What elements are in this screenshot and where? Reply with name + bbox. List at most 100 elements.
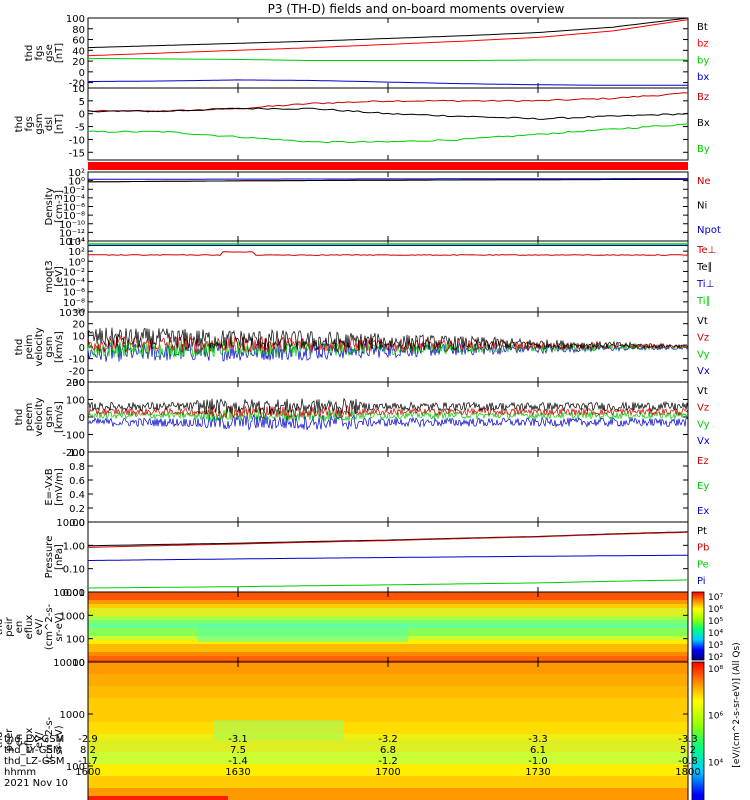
x-row-value: 7.5 — [230, 745, 246, 756]
y-tick-label: 10⁰ — [68, 257, 85, 268]
x-row-value: 1600 — [75, 767, 100, 778]
y-tick-label: 20 — [72, 320, 85, 331]
y-tick-label: 10⁻² — [63, 267, 85, 278]
legend-Vt: Vt — [697, 316, 708, 327]
x-row-value: -1.0 — [528, 756, 548, 767]
heatmap-band — [88, 648, 688, 653]
panel-frame — [87, 451, 689, 523]
series-Pb — [87, 531, 689, 548]
panel-efield: 0.0 0.2 0.4 0.6 0.8 1.0 E=-VxB [mV/m] Ez Ey Ex — [44, 448, 709, 529]
y-axis-label: sr-eV) — [54, 725, 65, 754]
series-Bx — [87, 107, 689, 120]
y-axis-label: eV/ — [34, 618, 45, 635]
legend-Vz: Vz — [697, 403, 709, 414]
heatmap-band — [88, 640, 688, 645]
heatmap-band — [88, 782, 688, 789]
colorbar-tick: 10⁶ — [708, 712, 723, 722]
panel-peer_en_eflux: 10000 1000 100 10 thdpeerenefluxeV/(cm^2-s-s… — [0, 658, 689, 800]
y-axis-label: dsl — [44, 117, 55, 131]
legend-Npot: Npot — [697, 225, 721, 236]
heatmap-band — [88, 716, 688, 723]
heatmap-feature — [198, 624, 408, 642]
y-tick-label: -20 — [69, 366, 85, 377]
series-Vx — [87, 413, 689, 431]
y-axis-label: [nT] — [54, 43, 65, 63]
heatmap-band — [88, 668, 688, 675]
legend-Ez: Ez — [697, 456, 709, 467]
series-Ni — [88, 178, 688, 183]
y-axis-label: gse — [44, 44, 55, 62]
panel-thd_fgs_gsm_dsl: -15 -10-5 0 5 10 thd fgs gsm dsl [nT] Bz Bx By — [14, 84, 710, 161]
x-row-value: -2.9 — [78, 734, 98, 745]
legend-Bx: Bx — [697, 118, 710, 129]
y-tick-label: 10⁻⁶ — [63, 288, 85, 299]
y-tick-label: 10⁻⁸ — [63, 298, 85, 309]
y-tick-label: 10 — [72, 658, 85, 669]
series-bx — [88, 79, 688, 86]
x-row-value: 6.8 — [380, 745, 396, 756]
y-axis-label: velocity — [34, 327, 45, 366]
y-tick-label: -5 — [75, 123, 85, 134]
colorbar-tick: 10⁴ — [708, 758, 723, 768]
y-axis-label: eflux — [24, 728, 35, 753]
y-tick-label: 40 — [72, 46, 85, 57]
y-tick-label: 10 — [72, 84, 85, 95]
colorbar-upper — [691, 591, 705, 661]
x-row-value: -3.3 — [678, 734, 698, 745]
x-axis-labels: thd_LX-GSM -2.9 -3.1 -3.2 -3.3 -3.3 thd_LY-GSM… — [4, 734, 701, 789]
colorbar-tick: 10² — [708, 653, 723, 663]
heatmap-band — [88, 746, 688, 753]
heatmap-band — [88, 698, 688, 705]
y-tick-label: 0 — [79, 343, 85, 354]
legend-Ex: Ex — [697, 506, 709, 517]
series-Bz — [87, 92, 689, 113]
y-tick-label: 10⁻⁴ — [63, 194, 85, 205]
legend-Te∥: Te∥ — [696, 262, 713, 273]
series-Bt — [87, 17, 689, 49]
y-axis-label: Pressure — [44, 536, 55, 579]
legend-Vy: Vy — [697, 419, 710, 430]
series-Vy — [87, 408, 689, 422]
y-axis-label: [km/s] — [54, 331, 65, 363]
y-axis-label: [nT] — [54, 114, 65, 134]
y-axis-label: gsm — [34, 113, 45, 134]
y-tick-label: 10² — [68, 168, 85, 179]
legend-Vz: Vz — [697, 333, 709, 344]
y-tick-label: 0 — [79, 110, 85, 121]
y-tick-label: 10⁰ — [68, 177, 85, 188]
series-Vz — [87, 404, 689, 419]
y-tick-label: 30 — [72, 308, 85, 319]
y-tick-label: 10⁻¹⁰ — [59, 220, 85, 231]
y-tick-label: 100 — [66, 396, 85, 407]
heatmap-band — [88, 776, 688, 783]
y-tick-label: 10⁻¹² — [59, 228, 85, 239]
colorbar-tick: 10⁵ — [708, 617, 723, 627]
heatmap-band — [88, 704, 688, 711]
y-axis-label: E=-VxB — [44, 468, 55, 505]
series-Pi — [88, 579, 689, 589]
series-Vx — [87, 342, 689, 362]
y-axis-label: [eV] — [54, 266, 65, 287]
legend-By: By — [697, 144, 710, 155]
legend-Pb: Pb — [697, 543, 709, 554]
colorbar: 10⁷10⁶10⁵10⁴10³10²10⁸10⁶10⁴10²[eV/(cm^2-… — [691, 591, 742, 800]
heatmap-band — [88, 608, 688, 613]
y-tick-label: 0.0 — [69, 518, 85, 529]
y-tick-label: 10000 — [53, 658, 85, 669]
heatmap-band — [88, 764, 688, 771]
y-axis-label: moqt3 — [44, 260, 55, 293]
y-axis-label: thd — [24, 45, 35, 62]
heatmap-band — [88, 612, 688, 617]
colorbar-tick: 10³ — [708, 641, 723, 651]
colorbar-tick: 10⁸ — [708, 665, 723, 675]
legend-Pi: Pi — [697, 576, 706, 587]
legend-bx: bx — [697, 72, 709, 83]
legend-Ne: Ne — [697, 176, 711, 187]
legend-Ti⊥: Ti⊥ — [696, 279, 714, 290]
x-row-value: 8.2 — [80, 745, 96, 756]
heatmap-feature — [213, 720, 343, 740]
x-row-label: hhmm — [4, 767, 36, 778]
